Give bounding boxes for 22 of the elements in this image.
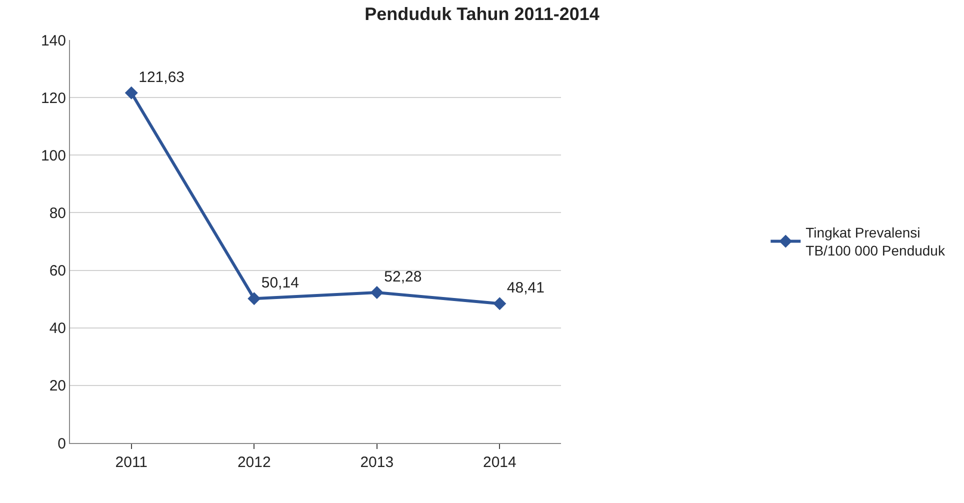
y-tick-label: 120: [40, 90, 66, 107]
x-tick-label: 2014: [482, 454, 516, 471]
y-tick-label: 140: [40, 32, 66, 50]
point: [124, 86, 138, 100]
chart-title: Penduduk Tahun 2011-2014: [364, 4, 600, 24]
y-tick-label: 0: [58, 435, 66, 452]
data-label: 48,41: [506, 280, 544, 297]
point: [248, 292, 261, 306]
x-tick-label: 2012: [237, 454, 271, 471]
y-tick-label: 60: [49, 262, 66, 280]
legend-label: Tingkat Prevalensi TB/100 000 Penduduk: [806, 224, 946, 259]
data-label: 50,14: [261, 274, 299, 292]
y-tick-label: 100: [40, 147, 66, 164]
data-label: 121,63: [138, 68, 185, 86]
x-tick-label: 2013: [360, 454, 394, 471]
point: [493, 297, 506, 310]
y-tick-label: 80: [49, 204, 66, 222]
y-tick-label: 40: [49, 320, 66, 338]
y-tick-label: 20: [49, 378, 66, 395]
point: [370, 286, 384, 300]
data-label: 52,28: [384, 268, 422, 286]
x-tick-label: 2011: [115, 454, 148, 471]
